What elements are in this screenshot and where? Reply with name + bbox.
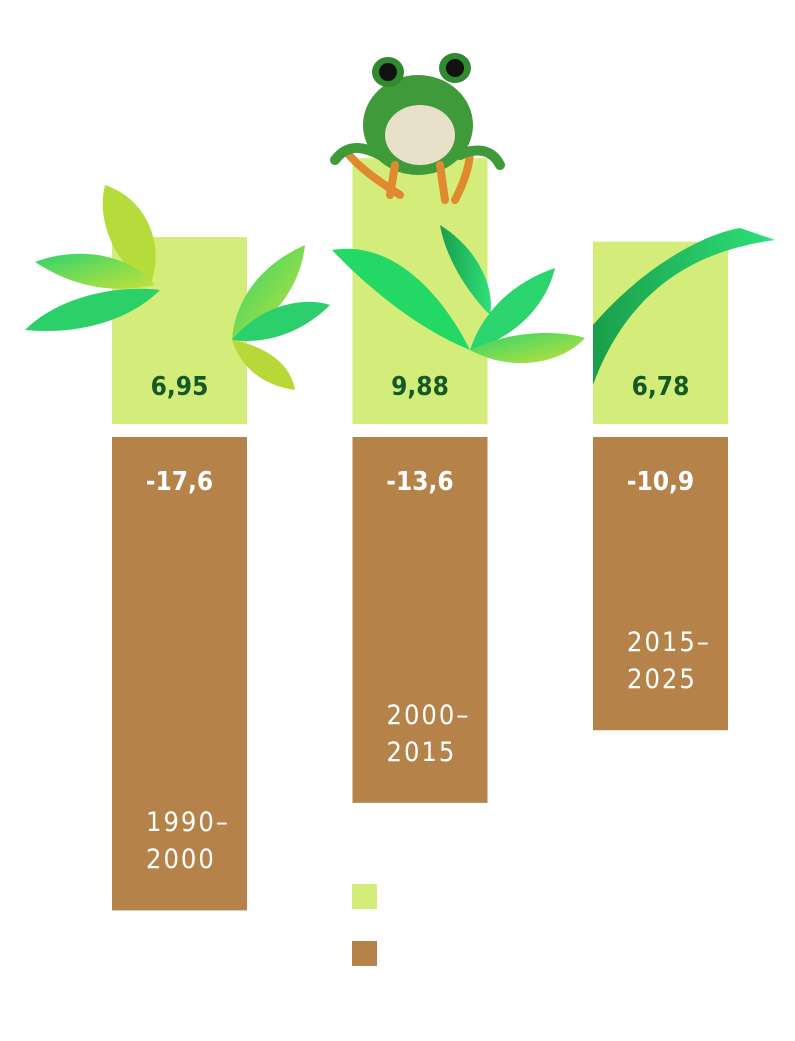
- category-label: 2015–2025: [627, 627, 711, 696]
- value-label: 6,95: [150, 372, 209, 402]
- category-label: 1990–2000: [146, 807, 230, 876]
- bar: [593, 437, 728, 731]
- legend-swatch: [352, 941, 377, 966]
- leaf: [25, 288, 160, 331]
- leaf: [470, 333, 585, 364]
- value-label: -13,6: [386, 467, 454, 497]
- value-label: -17,6: [145, 467, 214, 497]
- bar: [112, 437, 247, 911]
- leaf: [440, 225, 491, 315]
- leaf: [102, 185, 156, 285]
- value-label: 9,88: [391, 372, 449, 402]
- leaf: [332, 248, 470, 350]
- category-label: 2000–2015: [386, 699, 471, 768]
- bar: [352, 437, 488, 803]
- leaf: [35, 253, 155, 289]
- leaf: [232, 301, 330, 341]
- legend-swatch: [352, 884, 377, 909]
- value-label: 6,78: [631, 372, 690, 402]
- leaf: [470, 268, 555, 350]
- leaf: [232, 340, 295, 390]
- leaf: [593, 228, 775, 385]
- value-label: -10,9: [626, 467, 695, 497]
- leaf: [232, 245, 305, 340]
- frog: [330, 53, 505, 204]
